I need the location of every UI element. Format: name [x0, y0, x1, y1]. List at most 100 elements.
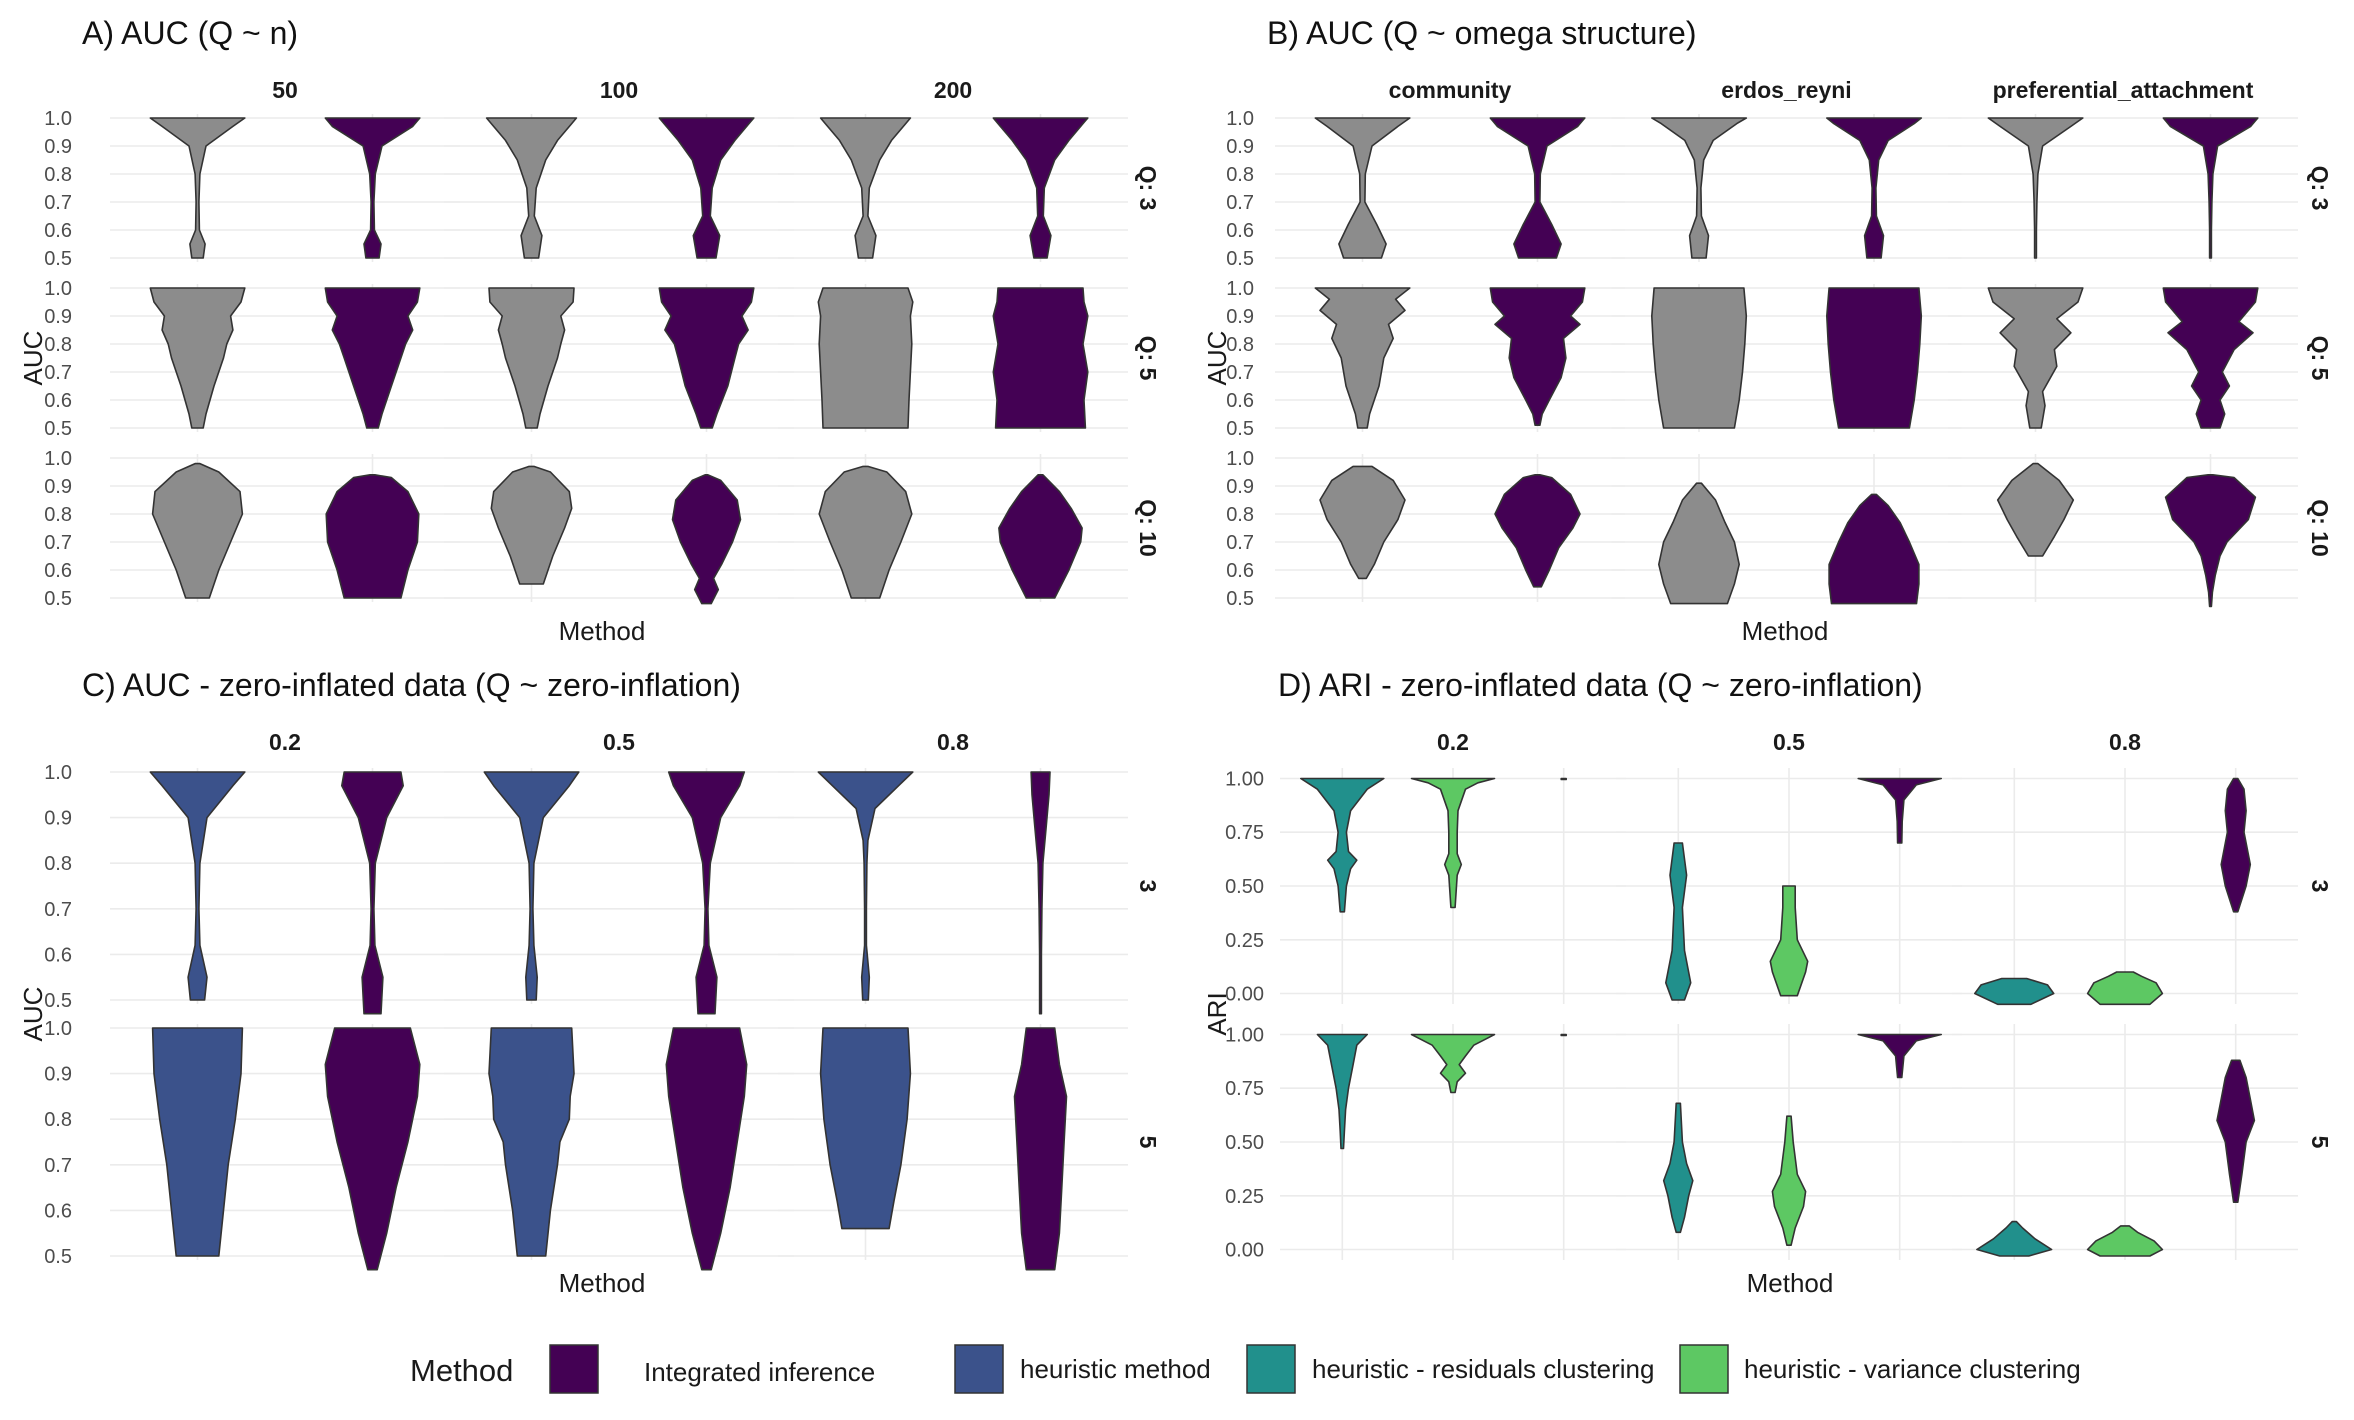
violin-integrated [324, 1027, 421, 1271]
x-axis-label: Method [1742, 616, 1829, 646]
y-tick-label: 0.9 [44, 306, 72, 328]
violin-integrated [2216, 1059, 2256, 1203]
facet-row-label: Q: 10 [1135, 499, 1161, 557]
y-tick-label: 0.7 [1226, 192, 1254, 214]
facet-grid [110, 768, 460, 1004]
violin-variance [2086, 1225, 2164, 1257]
y-tick-label: 0.7 [44, 362, 72, 384]
violin-integrated [658, 287, 755, 429]
y-tick-label: 0.5 [1226, 588, 1254, 610]
y-tick-label: 0.8 [1226, 334, 1254, 356]
violin-integrated [992, 287, 1089, 429]
y-tick-label: 0.6 [44, 390, 72, 412]
violin-gray [1987, 117, 2084, 259]
y-tick-label: 1.0 [44, 278, 72, 300]
violin-integrated [1030, 771, 1051, 1015]
violin-gray [151, 462, 244, 599]
violin-gray [1314, 117, 1411, 259]
facet-row-label: Q: 5 [1135, 336, 1161, 381]
legend-swatch-heuristic-method [954, 1344, 1004, 1394]
facet-column-label: 0.5 [1773, 729, 1805, 755]
violin-integrated [324, 287, 421, 429]
violin-integrated [665, 1027, 748, 1271]
violin-integrated [2162, 117, 2259, 259]
legend-label-heuristic-method: heuristic method [1020, 1354, 1211, 1384]
facet-column-label: 0.2 [269, 729, 301, 755]
facet-row-label: Q: 3 [2307, 166, 2333, 211]
violin-integrated [1826, 287, 1923, 429]
y-tick-label: 0.7 [44, 899, 72, 921]
x-axis-label: Method [1747, 1268, 1834, 1298]
legend-label-residuals: heuristic - residuals clustering [1312, 1354, 1654, 1384]
violin-gray [1319, 465, 1406, 580]
facet-column-label: 100 [600, 77, 638, 103]
y-tick-label: 0.6 [1226, 390, 1254, 412]
violin-variance [1771, 1115, 1807, 1246]
facet-column-label: 0.2 [1437, 729, 1469, 755]
legend-swatch-residuals [1246, 1344, 1296, 1394]
violin-gray [1651, 287, 1748, 429]
violin-gray [1658, 482, 1740, 605]
panel-b: B) AUC (Q ~ omega structure) AUC Method com… [1202, 15, 2333, 646]
y-tick-label: 0.6 [44, 1200, 72, 1222]
facet-column-label: 0.8 [937, 729, 969, 755]
y-axis-label: AUC [18, 331, 48, 386]
x-axis-label: Method [559, 1268, 646, 1298]
y-tick-label: 0.8 [44, 164, 72, 186]
y-tick-label: 0.25 [1225, 1186, 1264, 1208]
y-tick-label: 0.7 [44, 1155, 72, 1177]
y-tick-label: 0.8 [44, 334, 72, 356]
facet-column-label: 200 [934, 77, 972, 103]
violin-integrated [2164, 474, 2257, 608]
y-tick-label: 0.9 [44, 1064, 72, 1086]
violin-residuals [1976, 1220, 2053, 1257]
violin-integrated [1857, 1033, 1942, 1079]
facet-column-label: 50 [272, 77, 298, 103]
y-tick-label: 0.7 [1226, 362, 1254, 384]
y-tick-label: 0.7 [1226, 532, 1254, 554]
violin-integrated [324, 117, 421, 259]
violin-gray [819, 117, 912, 259]
legend-title: Method [410, 1353, 513, 1388]
violin-integrated [1560, 1033, 1567, 1037]
violin-residuals [1662, 1102, 1694, 1234]
panel-d: D) ARI - zero-inflated data (Q ~ zero-in… [1202, 667, 2333, 1298]
facet-row-label: 5 [1135, 1136, 1161, 1149]
y-tick-label: 1.0 [44, 762, 72, 784]
violin-integrated [1828, 493, 1920, 605]
facet-grid [1275, 114, 1625, 262]
violin-variance [2086, 971, 2164, 1006]
facet-row-label: 3 [2307, 880, 2333, 893]
y-tick-label: 0.00 [1225, 984, 1264, 1006]
y-tick-label: 1.0 [1226, 448, 1254, 470]
y-tick-label: 0.5 [44, 248, 72, 270]
y-tick-label: 0.5 [1226, 418, 1254, 440]
violin-gray [1996, 462, 2075, 557]
facet-row-label: 3 [1135, 880, 1161, 893]
y-tick-label: 1.0 [1226, 108, 1254, 130]
y-tick-label: 0.9 [1226, 306, 1254, 328]
violin-gray [149, 287, 246, 429]
y-axis-label: ARI [1202, 992, 1232, 1035]
y-tick-label: 0.5 [44, 588, 72, 610]
violin-integrated [671, 474, 742, 605]
facet-grid [444, 768, 794, 1004]
y-tick-label: 0.5 [1226, 248, 1254, 270]
violin-heuristic_method [819, 1027, 912, 1230]
violin-integrated [1489, 287, 1586, 426]
violin-residuals [1974, 977, 2055, 1006]
violin-gray [817, 287, 914, 429]
violin-integrated [341, 771, 404, 1015]
legend-swatch-variance [1679, 1344, 1729, 1394]
violin-integrated [2162, 287, 2259, 429]
y-tick-label: 0.9 [44, 808, 72, 830]
facet-row-label: 5 [2307, 1136, 2333, 1149]
legend: Method Integrated inference heuristic me… [410, 1344, 2081, 1394]
violin-residuals [1300, 777, 1385, 913]
y-tick-label: 0.6 [1226, 560, 1254, 582]
violin-integrated [1013, 1027, 1068, 1271]
facet-row-label: Q: 5 [2307, 336, 2333, 381]
violin-integrated [1857, 777, 1942, 844]
violin-gray [1987, 287, 2084, 429]
